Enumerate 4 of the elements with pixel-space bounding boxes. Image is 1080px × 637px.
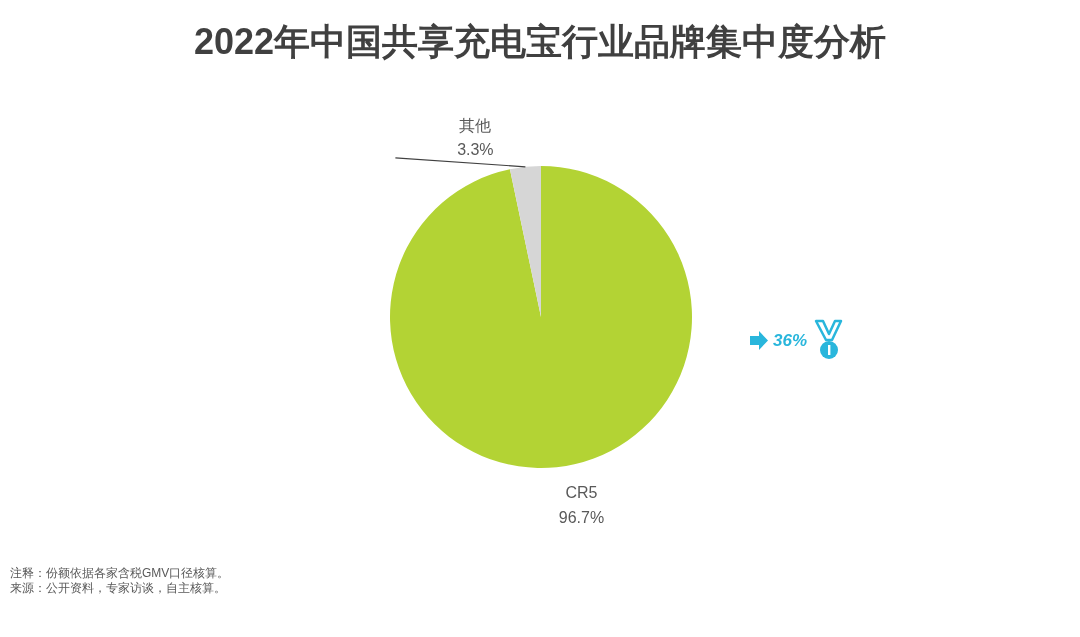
title: 2022年中国共享充电宝行业品牌集中度分析 bbox=[193, 21, 887, 62]
annotation: 36% bbox=[773, 331, 807, 350]
annotation: 来源：公开资料，专家访谈，自主核算。 bbox=[10, 581, 226, 595]
annotation: 注释：份额依据各家含税GMV口径核算。 bbox=[10, 566, 230, 580]
